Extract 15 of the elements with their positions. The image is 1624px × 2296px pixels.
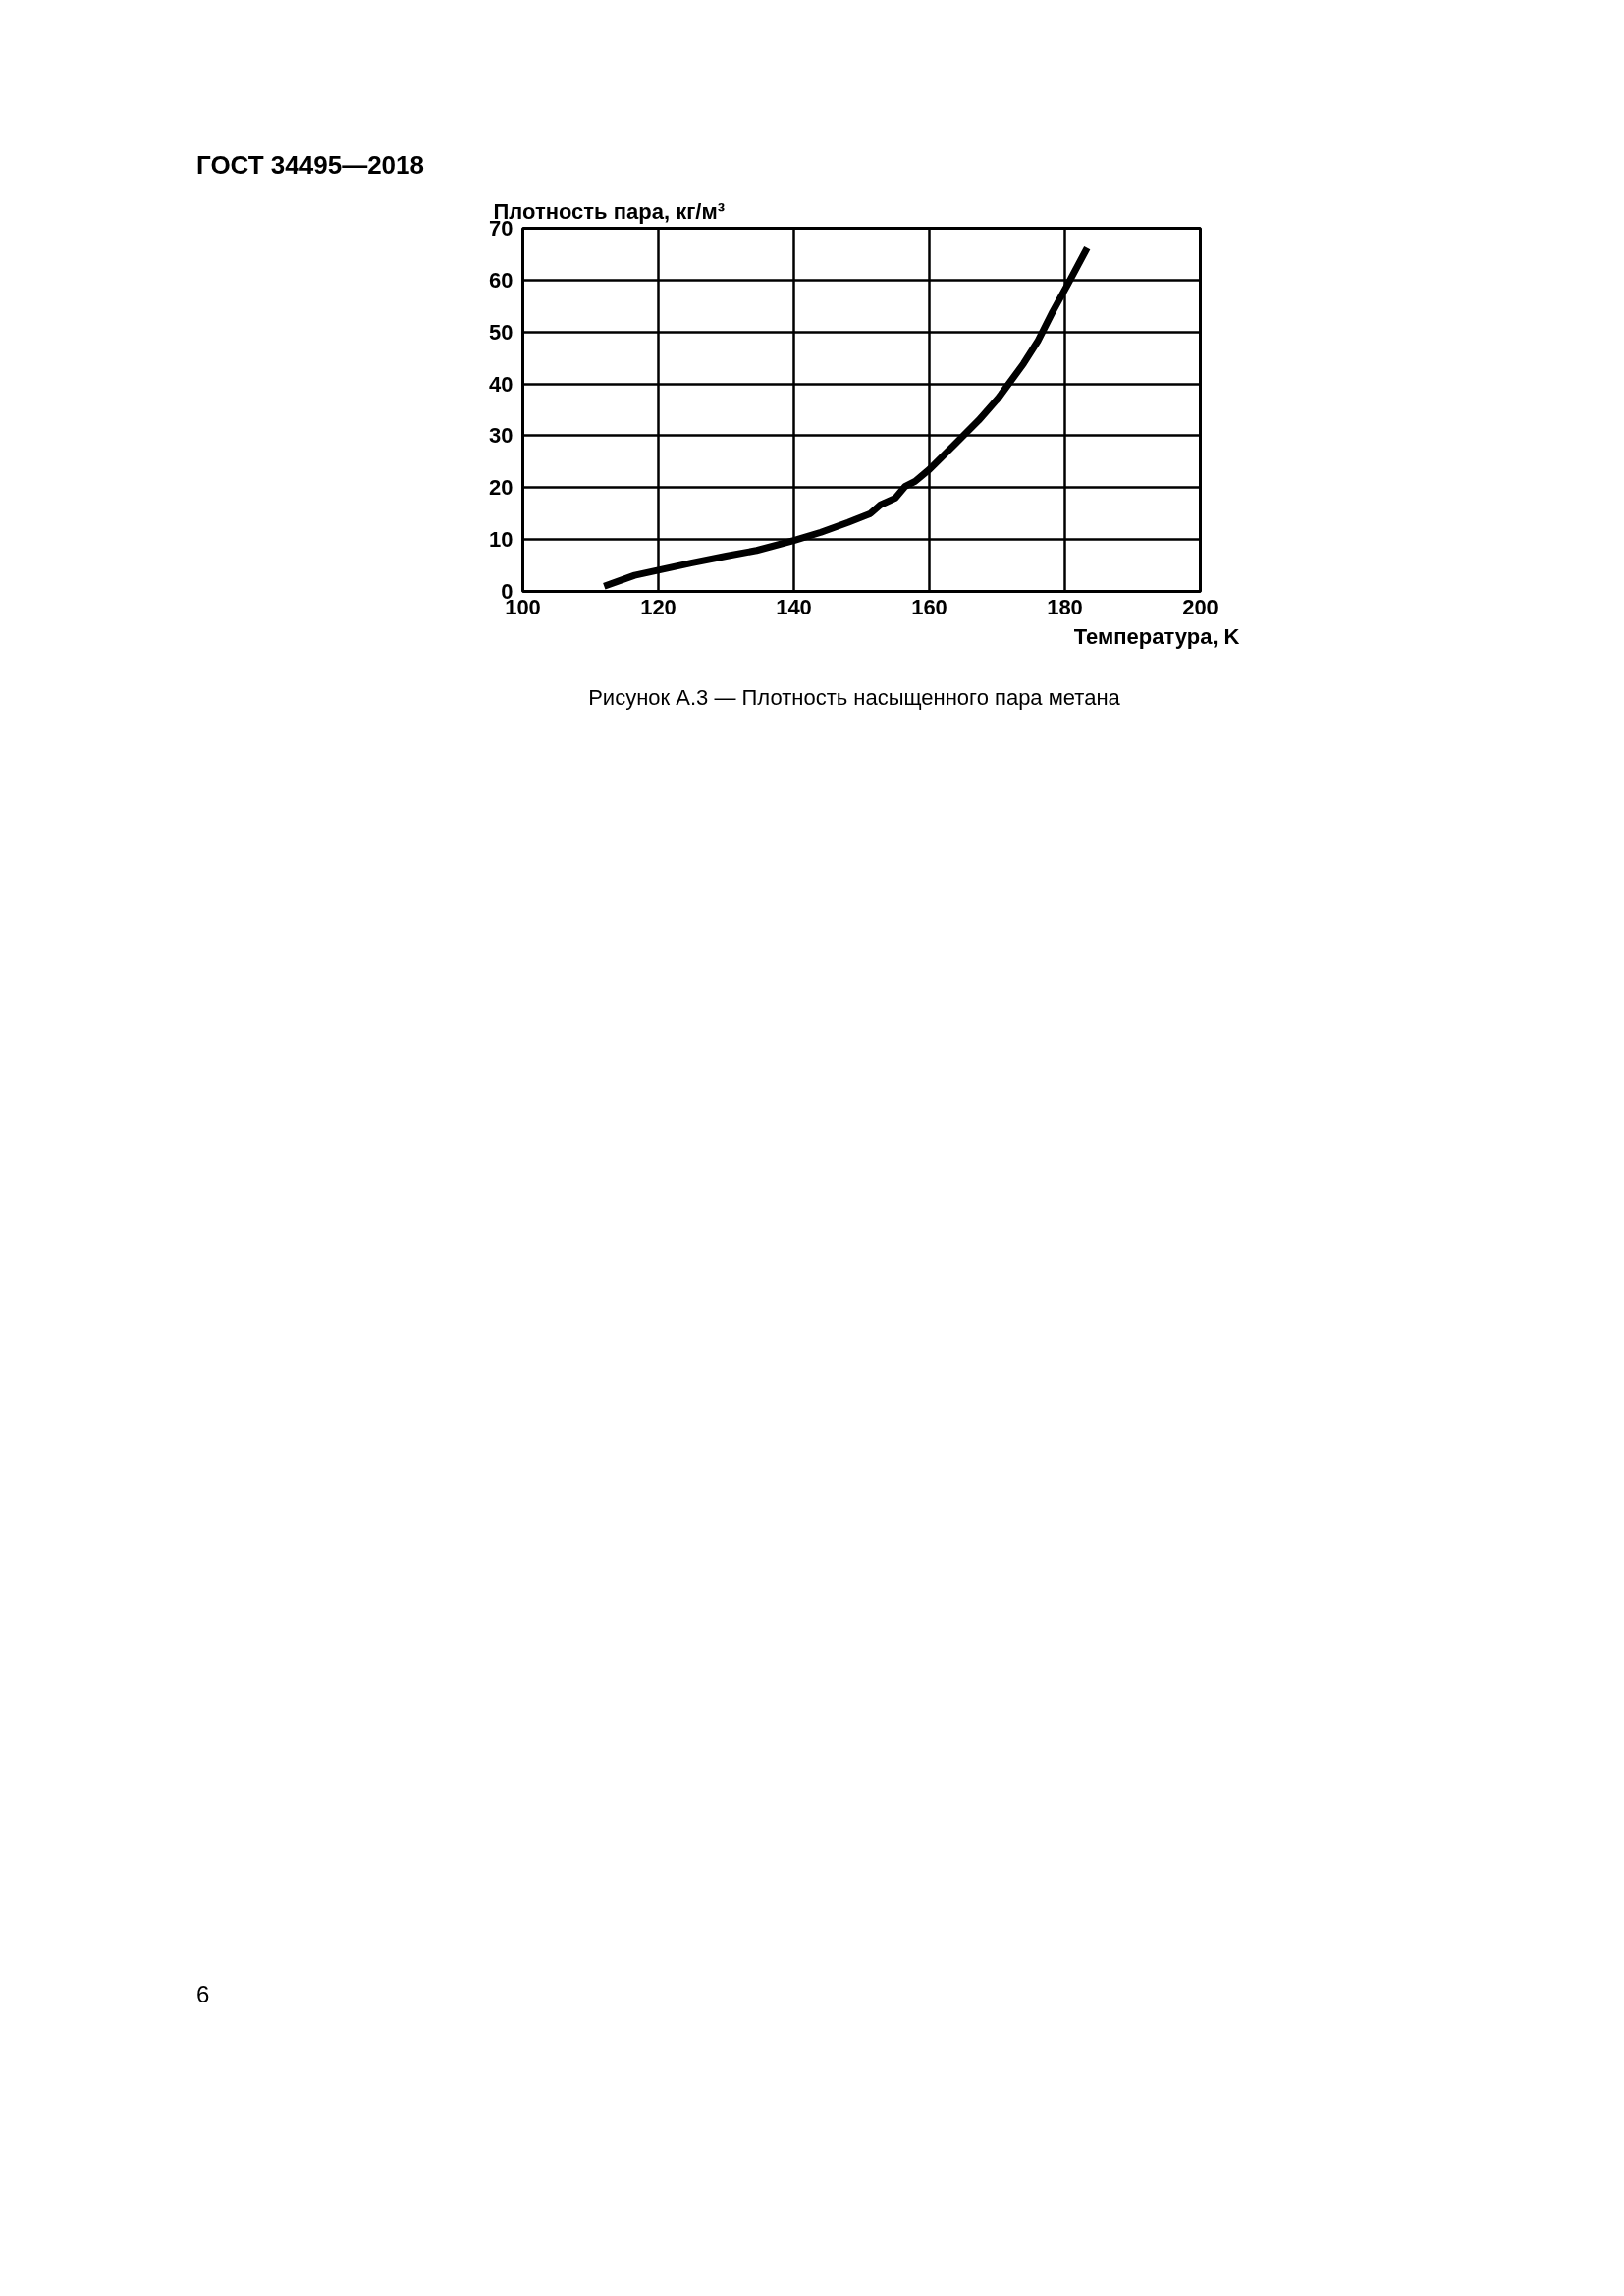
y-tick-label: 30 [489, 423, 514, 449]
y-tick-label: 10 [489, 527, 514, 553]
x-tick-label: 180 [1047, 594, 1083, 619]
y-tick-label: 20 [489, 475, 514, 501]
y-tick-label: 40 [489, 371, 514, 397]
x-tick-label: 200 [1182, 594, 1218, 619]
x-tick-label: 140 [776, 594, 812, 619]
x-axis-title: Температура, K [1073, 623, 1240, 649]
text: Рисунок А.3 — Плотность насыщенного пара метана [588, 684, 1120, 712]
x-tick-label: 160 [911, 594, 947, 619]
text: 6 [196, 1980, 210, 2009]
text: ГОСТ 34495—2018 [196, 149, 424, 182]
y-tick-label: 50 [489, 319, 514, 345]
x-tick-label: 120 [640, 594, 677, 619]
y-tick-label: 60 [489, 267, 514, 293]
